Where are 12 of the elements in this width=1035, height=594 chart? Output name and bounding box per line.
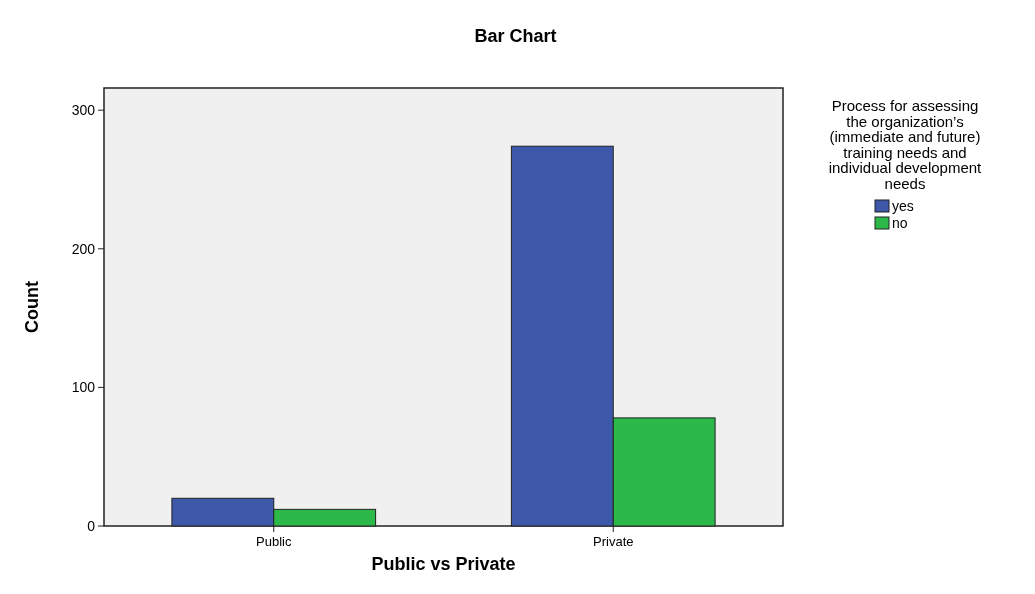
chart-title: Bar Chart xyxy=(474,26,557,46)
y-tick-label: 100 xyxy=(71,379,96,396)
legend-label: yes xyxy=(892,198,914,214)
y-axis-title: Count xyxy=(22,281,42,333)
y-tick-label: 0 xyxy=(87,517,96,534)
legend-title: Process for assessing the organization’s (immediate and future) training needs and individual development needs xyxy=(828,97,983,192)
x-tick-label: Public xyxy=(256,534,292,549)
y-tick-label: 300 xyxy=(71,102,96,119)
y-tick-label: 200 xyxy=(71,240,96,257)
x-axis-title: Public vs Private xyxy=(371,554,516,574)
x-tick-label: Private xyxy=(593,534,634,549)
legend-label: no xyxy=(892,215,908,231)
